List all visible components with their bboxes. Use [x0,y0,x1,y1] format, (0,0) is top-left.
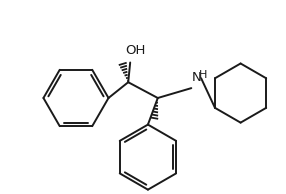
Text: H: H [199,70,207,80]
Text: OH: OH [125,44,145,57]
Text: N: N [191,71,201,84]
